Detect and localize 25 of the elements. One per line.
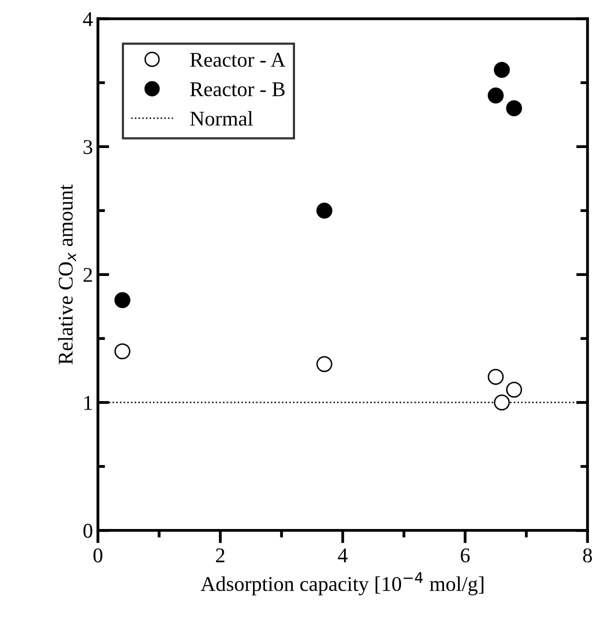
point — [494, 394, 510, 410]
legend-label: Reactor - B — [190, 82, 285, 96]
y-tick-label: 2 — [84, 268, 92, 282]
x-tick-label: 0 — [94, 548, 102, 562]
point — [316, 356, 332, 372]
point — [114, 343, 130, 360]
legend-label: Normal — [190, 111, 253, 126]
legend-label: Reactor - A — [190, 52, 286, 67]
x-tick-label: 8 — [583, 548, 592, 562]
x-tick-label: 4 — [338, 548, 348, 562]
x-tick-label: 6 — [460, 548, 470, 562]
point — [506, 100, 522, 116]
x-axis-title: Adsorption capacity [10$^{−4}$ mol/g] — [200, 572, 484, 596]
point — [494, 62, 510, 78]
point — [114, 292, 130, 308]
y-tick-label: 0 — [83, 524, 92, 538]
y-tick-label: 4 — [83, 12, 93, 26]
x-tick-label: 2 — [216, 548, 224, 562]
y-tick-label: 3 — [84, 140, 92, 154]
y-tick-label: 1 — [84, 396, 92, 410]
point — [506, 382, 522, 398]
point — [488, 368, 504, 385]
y-axis-title: Relative CO$_{x}$ amount — [58, 184, 76, 364]
point — [316, 202, 332, 219]
point — [488, 87, 504, 104]
